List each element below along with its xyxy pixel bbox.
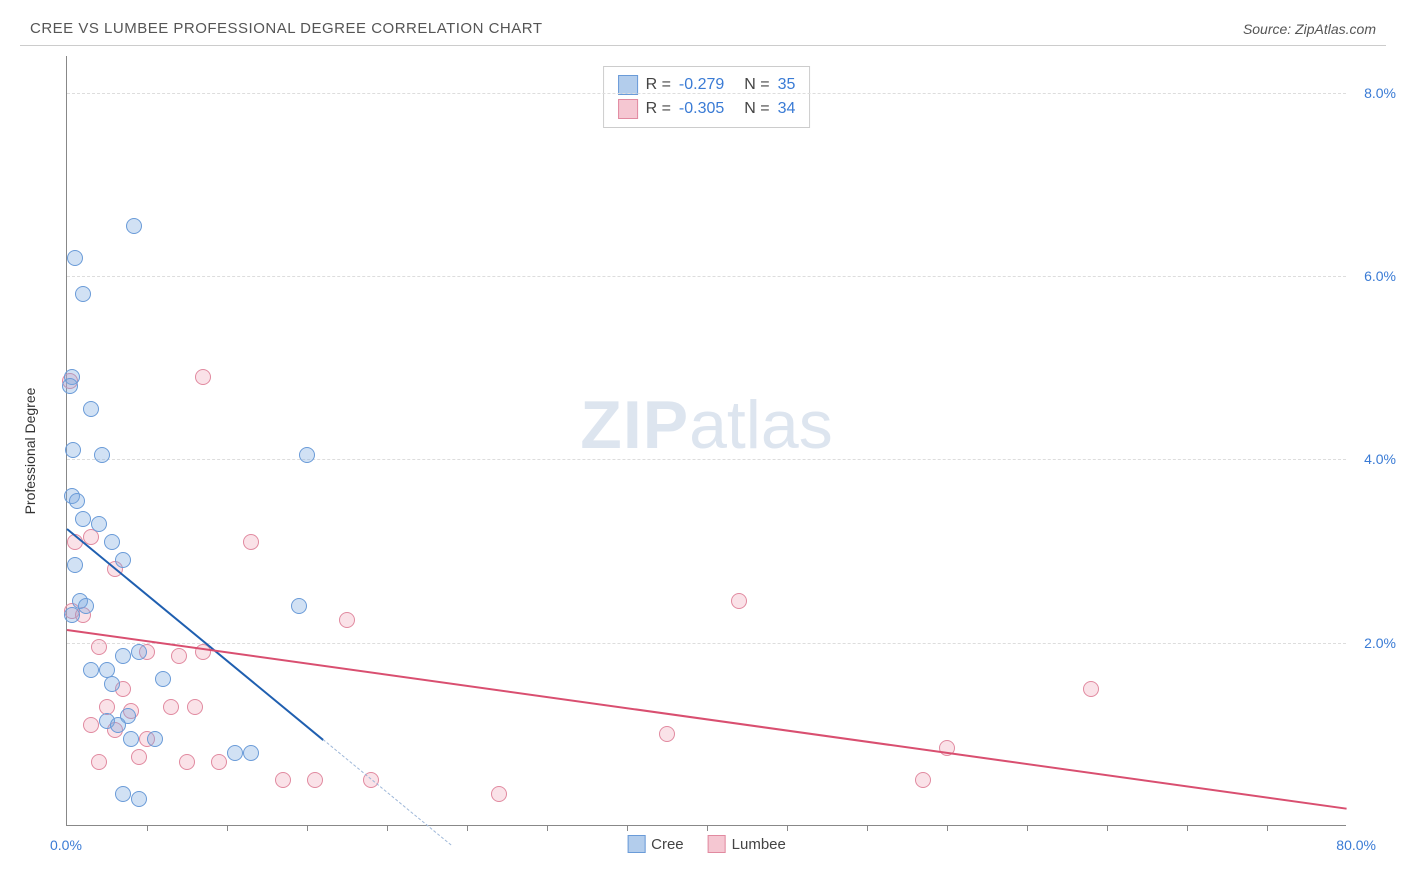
xtick: [1107, 825, 1108, 831]
ytick-label: 2.0%: [1364, 635, 1396, 651]
xtick: [627, 825, 628, 831]
lumbee-point: [491, 786, 507, 802]
legend-item-lumbee: Lumbee: [708, 835, 786, 853]
cree-point: [227, 745, 243, 761]
cree-point: [243, 745, 259, 761]
x-min-label: 0.0%: [50, 837, 82, 853]
cree-point: [115, 786, 131, 802]
plot-area: ZIPatlas R = -0.279 N = 35 R = -0.305 N …: [66, 56, 1346, 826]
y-axis-label: Professional Degree: [22, 387, 38, 514]
lumbee-point: [131, 749, 147, 765]
cree-point: [62, 378, 78, 394]
gridline: [67, 93, 1346, 94]
lumbee-point: [243, 534, 259, 550]
series-legend: Cree Lumbee: [627, 835, 786, 853]
ytick-label: 4.0%: [1364, 451, 1396, 467]
xtick: [707, 825, 708, 831]
xtick: [867, 825, 868, 831]
r-label: R =: [646, 76, 671, 94]
chart-container: Professional Degree ZIPatlas R = -0.279 …: [20, 45, 1386, 855]
cree-point: [67, 250, 83, 266]
xtick: [1027, 825, 1028, 831]
lumbee-swatch-icon: [708, 835, 726, 853]
xtick: [1187, 825, 1188, 831]
cree-label: Cree: [651, 836, 684, 853]
cree-point: [104, 676, 120, 692]
cree-point: [94, 447, 110, 463]
lumbee-point: [339, 612, 355, 628]
lumbee-point: [659, 726, 675, 742]
cree-point: [155, 671, 171, 687]
lumbee-n-value: 34: [778, 100, 796, 118]
xtick: [787, 825, 788, 831]
lumbee-point: [1083, 681, 1099, 697]
lumbee-point: [195, 369, 211, 385]
lumbee-point: [91, 754, 107, 770]
lumbee-point: [275, 772, 291, 788]
legend-row-lumbee: R = -0.305 N = 34: [618, 97, 796, 121]
cree-point: [126, 218, 142, 234]
lumbee-point: [179, 754, 195, 770]
cree-n-value: 35: [778, 76, 796, 94]
lumbee-point: [187, 699, 203, 715]
xtick: [307, 825, 308, 831]
gridline: [67, 643, 1346, 644]
cree-point: [110, 717, 126, 733]
cree-point: [83, 662, 99, 678]
watermark: ZIPatlas: [580, 386, 832, 464]
lumbee-trendline: [67, 629, 1347, 810]
ytick-label: 8.0%: [1364, 85, 1396, 101]
n-label: N =: [744, 100, 769, 118]
lumbee-point: [211, 754, 227, 770]
xtick: [947, 825, 948, 831]
r-label: R =: [646, 100, 671, 118]
cree-point: [75, 511, 91, 527]
xtick: [547, 825, 548, 831]
lumbee-point: [915, 772, 931, 788]
xtick: [467, 825, 468, 831]
cree-point: [115, 552, 131, 568]
lumbee-swatch: [618, 99, 638, 119]
chart-header: CREE VS LUMBEE PROFESSIONAL DEGREE CORRE…: [20, 20, 1386, 45]
xtick: [147, 825, 148, 831]
lumbee-label: Lumbee: [732, 836, 786, 853]
cree-point: [64, 607, 80, 623]
cree-point: [67, 557, 83, 573]
cree-swatch-icon: [627, 835, 645, 853]
legend-item-cree: Cree: [627, 835, 684, 853]
lumbee-point: [731, 593, 747, 609]
cree-point: [91, 516, 107, 532]
xtick: [1267, 825, 1268, 831]
lumbee-point: [171, 648, 187, 664]
cree-point: [75, 286, 91, 302]
cree-point: [291, 598, 307, 614]
x-max-label: 80.0%: [1336, 837, 1376, 853]
cree-point: [83, 401, 99, 417]
lumbee-point: [91, 639, 107, 655]
cree-point: [69, 493, 85, 509]
cree-point: [65, 442, 81, 458]
chart-title: CREE VS LUMBEE PROFESSIONAL DEGREE CORRE…: [30, 20, 543, 37]
source-label: Source: ZipAtlas.com: [1243, 21, 1376, 37]
lumbee-point: [83, 717, 99, 733]
xtick: [227, 825, 228, 831]
gridline: [67, 276, 1346, 277]
cree-point: [299, 447, 315, 463]
cree-point: [131, 644, 147, 660]
xtick: [387, 825, 388, 831]
ytick-label: 6.0%: [1364, 268, 1396, 284]
gridline: [67, 459, 1346, 460]
cree-r-value: -0.279: [679, 76, 724, 94]
cree-point: [104, 534, 120, 550]
cree-point: [147, 731, 163, 747]
cree-point: [115, 648, 131, 664]
correlation-legend: R = -0.279 N = 35 R = -0.305 N = 34: [603, 66, 811, 128]
n-label: N =: [744, 76, 769, 94]
lumbee-point: [307, 772, 323, 788]
lumbee-point: [163, 699, 179, 715]
cree-point: [123, 731, 139, 747]
cree-point: [78, 598, 94, 614]
lumbee-r-value: -0.305: [679, 100, 724, 118]
cree-point: [131, 791, 147, 807]
